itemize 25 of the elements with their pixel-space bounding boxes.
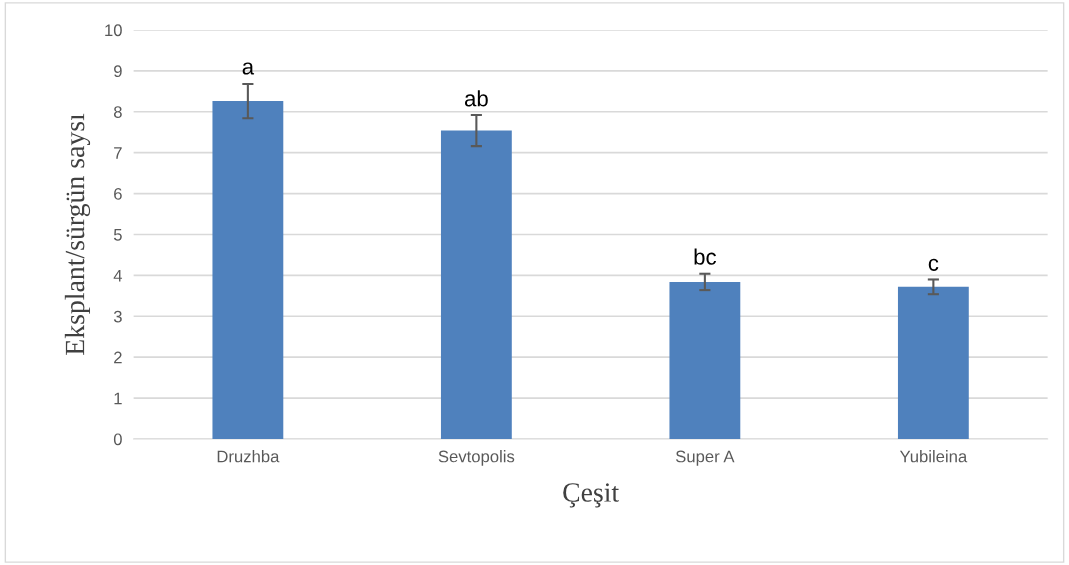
y-tick-label: 4 xyxy=(113,269,123,282)
bar xyxy=(897,286,969,439)
x-axis-title: Çeşit xyxy=(563,483,620,508)
y-tick-label: 7 xyxy=(114,147,122,159)
y-tick-label: 0 xyxy=(113,433,122,446)
y-tick-label: 9 xyxy=(114,65,122,78)
y-tick-label: 5 xyxy=(113,229,122,241)
x-tick-label: Yubileina xyxy=(899,450,968,463)
bar xyxy=(440,130,512,439)
x-tick-label: Sevtopolis xyxy=(438,450,515,466)
bar xyxy=(212,101,284,439)
y-axis-title: Eksplant/sürgün saysı xyxy=(64,113,91,355)
annotation: a xyxy=(242,62,255,75)
annotation: bc xyxy=(694,248,717,265)
annotation: c xyxy=(928,258,939,271)
bar xyxy=(669,281,741,439)
y-tick-label: 6 xyxy=(114,187,122,200)
x-tick-label: Super A xyxy=(675,450,735,466)
y-tick-label: 8 xyxy=(113,106,122,118)
y-tick-label: 10 xyxy=(105,24,122,37)
x-tick-label: Druzhba xyxy=(217,450,280,463)
annotation: ab xyxy=(464,90,488,107)
y-tick-label: 3 xyxy=(113,310,122,323)
y-tick-label: 2 xyxy=(114,351,122,364)
y-tick-label: 1 xyxy=(114,392,122,405)
